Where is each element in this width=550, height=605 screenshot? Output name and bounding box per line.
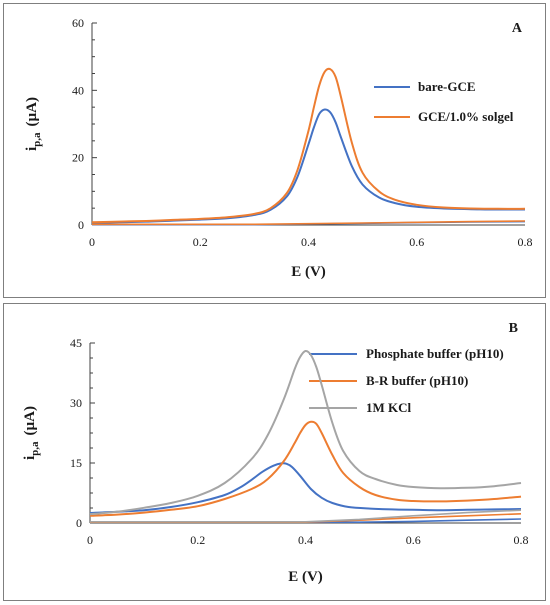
chart-b-x-tick-label: 0.6 [406, 533, 421, 547]
chart-b-legend-label-b-r-buffer-ph10: B-R buffer (pH10) [366, 373, 468, 388]
chart-a-x-axis-label: E (V) [291, 264, 326, 280]
chart-b-y-tick-label: 0 [76, 516, 82, 530]
chart-b-y-tick-label: 15 [70, 456, 82, 470]
chart-a-x-tick-label: 0.8 [518, 235, 533, 249]
chart-a-y-tick-label: 0 [78, 218, 84, 232]
chart-b-y-tick-label: 45 [70, 336, 82, 350]
chart-a-series-gce-1-0-solgel [91, 67, 526, 224]
chart-b-x-tick-label: 0.2 [190, 533, 205, 547]
chart-a-x-tick-label: 0.2 [193, 235, 208, 249]
chart-a-series-return-gce-1-0-solgel [92, 220, 526, 226]
chart-b-series-b-r-buffer-ph10 [89, 420, 522, 517]
chart-b-svg: 0 15 30 45 0 0.2 0.4 0.6 0.8 E (V) ip,a(µA) B Phosph… [22, 321, 529, 585]
chart-a-y-tick-label: 60 [72, 16, 84, 30]
chart-b-panel-letter: B [509, 321, 518, 336]
chart-b-legend-label-1m-kcl: 1M KCl [366, 400, 412, 415]
chart-b-series-phosphate-buffer-ph10 [89, 462, 522, 514]
chart-a-y-tick-label: 40 [72, 83, 84, 97]
chart-b-series-1m-kcl [89, 349, 522, 516]
chart-b-series-return-1m-kcl [90, 509, 522, 523]
chart-a-x-tick-label: 0.4 [301, 235, 316, 249]
chart-a-x-tick-label: 0.6 [409, 235, 424, 249]
chart-b-x-tick-label: 0.8 [514, 533, 529, 547]
chart-b-x-tick-label: 0.4 [298, 533, 313, 547]
chart-a-y-axis-label: ip,a(µA) [24, 97, 43, 151]
chart-b-legend-label-phosphate-buffer-ph10: Phosphate buffer (pH10) [366, 346, 504, 361]
chart-b-x-tick-label: 0 [87, 533, 93, 547]
chart-a-legend-label-bare-gce: bare-GCE [418, 79, 476, 94]
chart-b-y-tick-label: 30 [70, 396, 82, 410]
chart-a-x-tick-label: 0 [89, 235, 95, 249]
chart-b-y-axis-label: ip,a(µA) [22, 406, 41, 460]
chart-b-x-axis-label: E (V) [288, 569, 323, 585]
chart-a-y-tick-label: 20 [72, 151, 84, 165]
chart-a-legend-label-gce-1-0-solgel: GCE/1.0% solgel [418, 109, 514, 124]
chart-a-series-bare-gce [91, 108, 526, 224]
chart-a-svg: 0 20 40 60 0 0.2 0.4 0.6 0.8 E (V) ip,a(µA) Abare-G… [24, 16, 533, 280]
chart-panel-b: 0 15 30 45 0 0.2 0.4 0.6 0.8 E (V) ip,a(µA) B Phosph… [3, 303, 546, 601]
chart-a-panel-letter: A [512, 21, 523, 36]
